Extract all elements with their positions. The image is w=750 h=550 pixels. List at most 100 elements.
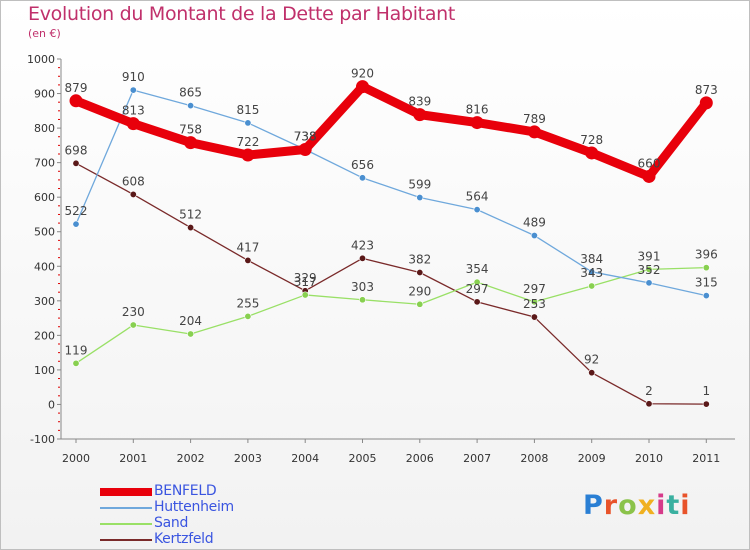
x-tick-label: 2006	[406, 452, 434, 465]
data-point-benfeld	[184, 136, 198, 150]
data-point-benfeld	[585, 146, 599, 160]
data-label-benfeld: 816	[466, 103, 489, 117]
data-label-huttenheim: 489	[523, 216, 546, 230]
logo-letter: r	[603, 490, 619, 521]
data-point-huttenheim	[702, 292, 710, 300]
legend-label-benfeld: BENFELD	[154, 483, 217, 499]
data-label-benfeld: 722	[236, 135, 259, 149]
chart-subtitle: (en €)	[28, 27, 61, 40]
chart-title: Evolution du Montant de la Dette par Hab…	[28, 3, 456, 25]
data-point-kertzfeld	[72, 159, 80, 167]
data-point-benfeld	[699, 96, 713, 110]
data-point-sand	[588, 282, 596, 290]
data-label-kertzfeld: 417	[236, 240, 259, 254]
x-tick-label: 2011	[692, 452, 720, 465]
y-tick-label: 100	[34, 364, 55, 377]
data-label-huttenheim: 315	[695, 276, 718, 290]
legend-swatch-huttenheim	[100, 507, 152, 509]
data-point-huttenheim	[645, 279, 653, 287]
data-label-sand: 230	[122, 305, 145, 319]
data-label-sand: 391	[638, 249, 661, 263]
logo-letter: i	[656, 490, 667, 521]
data-point-benfeld	[527, 125, 541, 139]
data-label-kertzfeld: 382	[408, 252, 431, 266]
data-label-sand: 317	[294, 275, 317, 289]
data-label-benfeld: 839	[408, 95, 431, 109]
y-tick-label: 500	[34, 226, 55, 239]
x-tick-label: 2009	[578, 452, 606, 465]
data-label-huttenheim: 522	[65, 204, 88, 218]
data-label-sand: 343	[580, 266, 603, 280]
x-tick-label: 2005	[349, 452, 377, 465]
data-point-huttenheim	[358, 174, 366, 182]
data-label-benfeld: 660	[638, 156, 661, 170]
legend-label-huttenheim: Huttenheim	[154, 499, 234, 515]
data-point-benfeld	[298, 143, 312, 157]
series-line-benfeld	[71, 82, 711, 181]
x-tick-label: 2001	[119, 452, 147, 465]
data-label-benfeld: 813	[122, 104, 145, 118]
data-point-sand	[187, 330, 195, 338]
y-tick-label: 700	[34, 157, 55, 170]
data-label-benfeld: 789	[523, 112, 546, 126]
y-tick-label: 1000	[27, 53, 55, 66]
data-label-kertzfeld: 92	[584, 353, 599, 367]
data-label-kertzfeld: 512	[179, 208, 202, 222]
y-tick-label: -100	[30, 433, 55, 446]
x-tick-label: 2004	[291, 452, 319, 465]
y-tick-label: 800	[34, 122, 55, 135]
y-tick-label: 0	[48, 398, 55, 411]
x-tick-label: 2007	[463, 452, 491, 465]
data-label-kertzfeld: 698	[65, 143, 88, 157]
data-point-kertzfeld	[645, 400, 653, 408]
logo-letter: t	[666, 490, 681, 521]
x-tick-label: 2000	[62, 452, 90, 465]
y-tick-label: 400	[34, 260, 55, 273]
data-label-kertzfeld: 1	[702, 384, 710, 398]
data-label-huttenheim: 564	[466, 190, 489, 204]
data-label-huttenheim: 815	[236, 103, 259, 117]
data-point-huttenheim	[72, 220, 80, 228]
data-point-kertzfeld	[530, 313, 538, 321]
logo-letter: x	[637, 490, 657, 521]
data-label-kertzfeld: 2	[645, 384, 653, 398]
data-point-huttenheim	[129, 86, 137, 94]
data-label-kertzfeld: 253	[523, 297, 546, 311]
data-label-kertzfeld: 608	[122, 174, 145, 188]
data-point-sand	[244, 312, 252, 320]
data-label-kertzfeld: 423	[351, 238, 374, 252]
legend-swatch-sand	[100, 523, 152, 525]
legend-swatch-benfeld	[100, 488, 152, 496]
data-point-sand	[301, 291, 309, 299]
series-line-kertzfeld	[75, 162, 707, 405]
data-point-benfeld	[126, 117, 140, 131]
y-tick-label: 300	[34, 295, 55, 308]
data-label-sand: 204	[179, 314, 202, 328]
y-tick-label: 900	[34, 88, 55, 101]
data-point-kertzfeld	[358, 254, 366, 262]
data-point-benfeld	[69, 94, 83, 108]
data-label-huttenheim: 738	[294, 130, 317, 144]
y-tick-label: 600	[34, 191, 55, 204]
data-label-benfeld: 920	[351, 67, 374, 81]
data-point-benfeld	[413, 108, 427, 122]
data-point-benfeld	[470, 116, 484, 130]
data-point-huttenheim	[473, 206, 481, 214]
data-point-kertzfeld	[187, 224, 195, 232]
legend-label-kertzfeld: Kertzfeld	[154, 531, 214, 547]
x-tick-label: 2002	[177, 452, 205, 465]
data-point-sand	[473, 278, 481, 286]
data-label-sand: 396	[695, 248, 718, 262]
data-label-benfeld: 738	[294, 130, 317, 144]
data-point-sand	[72, 359, 80, 367]
series-line-sand	[75, 267, 707, 364]
x-tick-label: 2008	[520, 452, 548, 465]
data-point-sand	[645, 265, 653, 273]
data-point-benfeld	[356, 80, 369, 94]
data-label-kertzfeld: 297	[466, 282, 489, 296]
logo-letter: o	[618, 490, 638, 521]
legend-label-sand: Sand	[154, 515, 189, 531]
series-line-huttenheim	[75, 89, 707, 297]
data-point-sand	[358, 296, 366, 304]
